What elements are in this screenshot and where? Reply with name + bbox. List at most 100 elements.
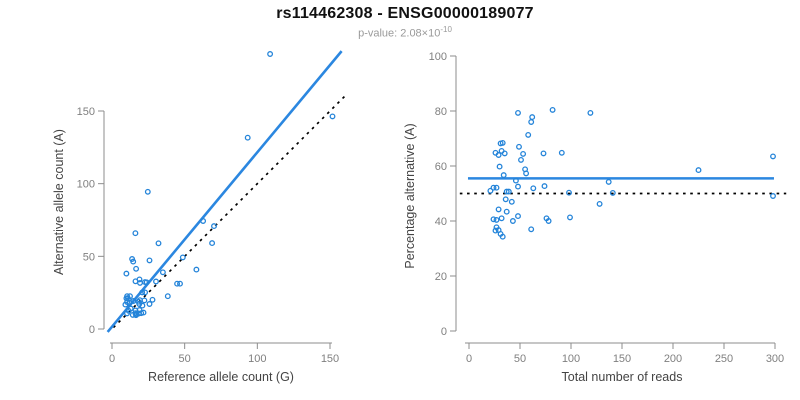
data-point xyxy=(149,296,156,303)
pvalue-exponent: -10 xyxy=(440,25,452,34)
data-point xyxy=(193,266,200,273)
data-point xyxy=(143,279,150,286)
data-point xyxy=(164,293,171,300)
data-point xyxy=(142,289,149,296)
data-point xyxy=(770,193,776,199)
data-point xyxy=(133,312,139,319)
data-point xyxy=(153,278,159,285)
data-point xyxy=(549,106,556,113)
data-point xyxy=(529,114,536,121)
data-point xyxy=(500,172,507,179)
data-point xyxy=(141,297,148,304)
data-point xyxy=(211,223,217,230)
data-point xyxy=(139,289,146,296)
data-point xyxy=(179,254,186,261)
y-tick-label: 20 xyxy=(435,271,447,283)
right-xaxis-label: Total number of reads xyxy=(562,370,683,384)
data-point xyxy=(501,150,508,157)
data-point xyxy=(490,216,497,223)
data-point xyxy=(244,134,251,141)
data-point xyxy=(127,305,134,312)
data-point xyxy=(540,150,547,157)
data-point xyxy=(123,270,130,277)
data-point xyxy=(503,208,510,215)
data-point xyxy=(146,301,153,307)
data-point xyxy=(490,184,497,191)
data-point xyxy=(530,185,537,192)
figure-title: rs114462308 - ENSG00000189077 xyxy=(276,5,534,22)
data-point xyxy=(132,230,139,237)
data-point xyxy=(566,189,572,196)
left-xaxis-label: Reference allele count (G) xyxy=(148,370,294,384)
data-point xyxy=(146,257,153,264)
data-point xyxy=(545,218,552,224)
data-point xyxy=(509,218,516,224)
data-point xyxy=(508,198,515,205)
x-tick-label: 300 xyxy=(766,353,784,365)
data-point xyxy=(523,170,530,177)
x-tick-label: 0 xyxy=(466,353,472,365)
x-tick-label: 150 xyxy=(321,353,339,365)
data-point xyxy=(487,187,494,194)
data-point xyxy=(499,233,506,240)
y-tick-label: 60 xyxy=(435,161,447,173)
data-point xyxy=(493,184,500,191)
data-point xyxy=(493,216,500,223)
data-point xyxy=(498,215,505,222)
data-point xyxy=(130,258,137,265)
data-point xyxy=(492,227,499,234)
y-tick-label: 80 xyxy=(435,106,447,118)
data-point xyxy=(177,280,183,287)
data-point xyxy=(136,276,143,283)
data-point xyxy=(155,240,162,247)
x-tick-label: 200 xyxy=(664,353,682,365)
data-point xyxy=(515,213,521,220)
data-point xyxy=(174,280,181,287)
data-point xyxy=(499,139,506,146)
right-scatter-panel: 0 50 100 150 200 250 300 0 20 40 60 80 100 xyxy=(429,51,787,365)
y-tick-label: 150 xyxy=(77,106,95,118)
x-tick-label: 0 xyxy=(109,353,115,365)
data-point xyxy=(515,109,521,116)
data-point xyxy=(525,131,532,138)
data-point xyxy=(495,206,502,213)
data-point xyxy=(518,156,524,163)
left-scatter-panel: 0 50 100 150 0 50 100 150 xyxy=(77,50,346,365)
data-point xyxy=(587,109,594,116)
x-tick-label: 100 xyxy=(248,353,266,365)
data-point xyxy=(516,143,522,150)
data-point xyxy=(495,152,502,158)
data-point xyxy=(609,189,616,196)
reference-identity-line xyxy=(112,95,346,329)
data-point xyxy=(541,183,548,190)
y-tick-label: 100 xyxy=(429,51,447,63)
data-point xyxy=(139,302,146,309)
x-tick-label: 250 xyxy=(715,353,733,365)
y-tick-label: 0 xyxy=(89,324,95,336)
x-tick-label: 100 xyxy=(562,353,580,365)
y-tick-label: 0 xyxy=(441,326,447,338)
data-point xyxy=(695,167,702,174)
data-point xyxy=(528,226,535,233)
data-point xyxy=(770,153,776,160)
data-point xyxy=(512,177,519,184)
data-point xyxy=(159,269,166,276)
data-point xyxy=(520,150,527,157)
data-point xyxy=(567,214,573,221)
data-point xyxy=(528,119,535,125)
y-tick-label: 50 xyxy=(83,251,95,263)
x-tick-label: 50 xyxy=(514,353,526,365)
x-tick-label: 50 xyxy=(179,353,191,365)
data-point xyxy=(605,178,612,185)
y-tick-label: 40 xyxy=(435,216,447,228)
data-point xyxy=(505,188,512,195)
data-point xyxy=(558,149,565,156)
data-point xyxy=(503,188,510,195)
right-yaxis-label: Percentage alternative (A) xyxy=(403,123,417,268)
pvalue-subtitle: p-value: 2.08×10-10 xyxy=(0,25,800,40)
data-point xyxy=(502,196,509,203)
data-point xyxy=(329,113,336,120)
data-point xyxy=(144,188,151,195)
